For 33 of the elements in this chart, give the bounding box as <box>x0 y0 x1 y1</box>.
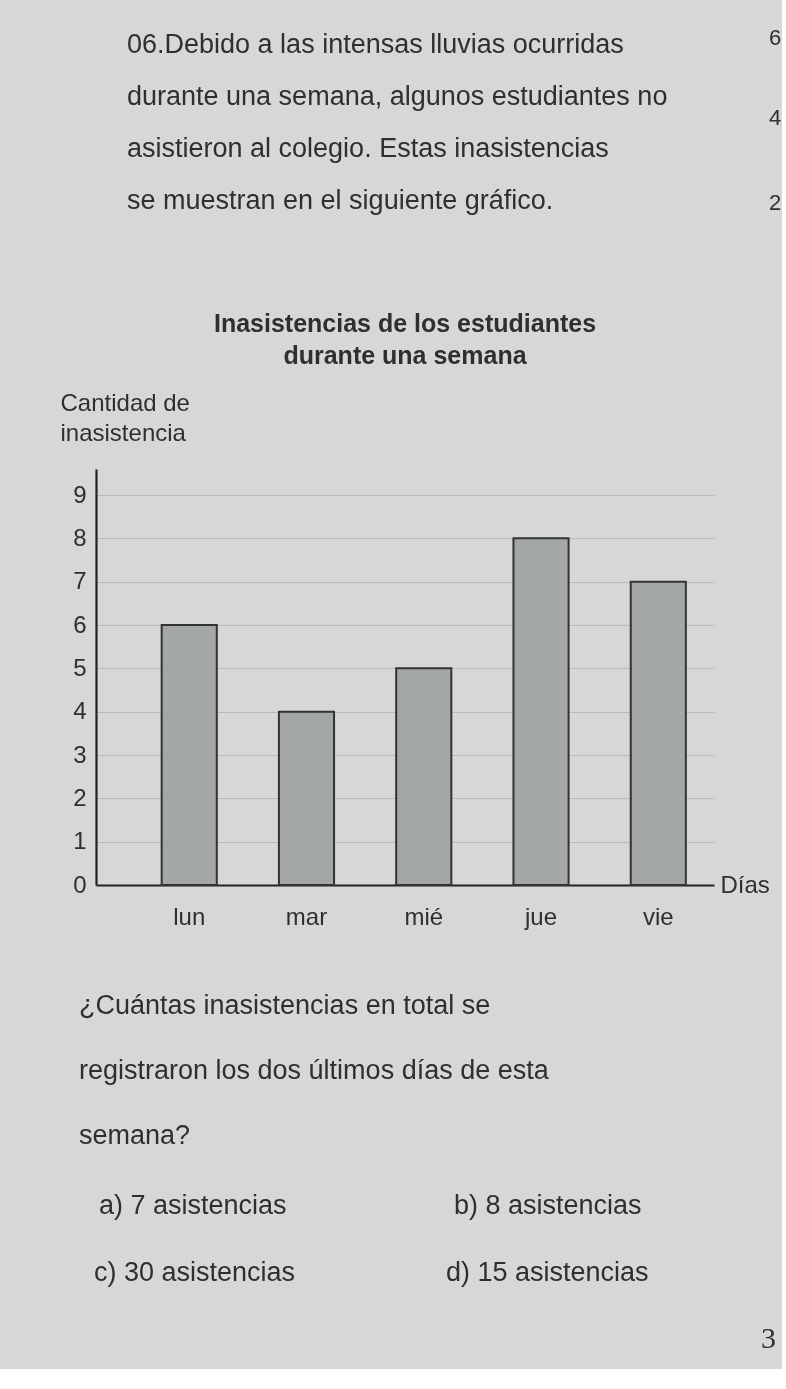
y-tick-label: 3 <box>73 740 87 768</box>
x-tick-label: lun <box>173 902 206 930</box>
text: ¿Cuántas inasistencias en total se registraron los dos últimos días de esta semana? <box>79 990 549 1150</box>
bar <box>160 624 218 886</box>
text: b) 8 asistencias <box>454 1190 642 1220</box>
x-tick-label: mar <box>285 902 328 930</box>
y-tick-label: 7 <box>73 567 87 595</box>
x-tick-label: mié <box>404 902 444 930</box>
x-tick-label: vie <box>642 902 674 930</box>
y-tick-label: 8 <box>73 523 87 551</box>
bar <box>395 667 453 886</box>
bar <box>512 537 570 886</box>
bar <box>277 710 336 886</box>
text: 2 <box>769 190 782 215</box>
text: d) 15 asistencias <box>446 1257 649 1287</box>
x-tick-label: jue <box>524 902 558 930</box>
x-axis-title: Días <box>720 870 770 898</box>
text: 6 <box>769 25 782 50</box>
y-tick-label: 2 <box>73 783 87 811</box>
y-tick-label: 1 <box>73 827 87 855</box>
text: a) 7 asistencias <box>99 1190 287 1220</box>
text: 4 <box>769 105 782 130</box>
bar <box>629 580 687 886</box>
y-tick-label: 4 <box>73 697 87 725</box>
y-tick-label: 6 <box>73 610 87 638</box>
y-axis-title: Cantidad de inasistencia <box>60 388 190 446</box>
text: c) 30 asistencias <box>94 1257 296 1287</box>
y-tick-label: 5 <box>73 653 87 681</box>
y-tick-label: 9 <box>73 480 87 508</box>
y-tick-label: 0 <box>73 870 87 898</box>
text: 3 <box>761 1321 776 1354</box>
chart-title: Inasistencias de los estudiantes durante una semana <box>213 309 597 369</box>
text: 06.Debido a las intensas lluvias ocurridas durante una semana, algunos estudiantes no asistieron al colegio. Estas inasistencias se muestran en el siguiente gráfico. <box>127 29 668 215</box>
